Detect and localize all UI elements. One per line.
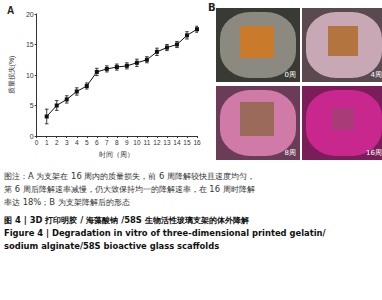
svg-text:10: 10: [26, 72, 34, 79]
html-text:16周: 16周: [366, 149, 382, 157]
svg-text:16: 16: [193, 139, 201, 146]
html-text:率达 18%；B 为支架降解后的形态: 率达 18%；B 为支架降解后的形态: [4, 197, 130, 207]
svg-text:9: 9: [125, 139, 129, 146]
svg-text:5: 5: [85, 139, 89, 146]
svg-text:15: 15: [26, 41, 34, 48]
svg-text:质量损失(%): 质量损失(%): [8, 56, 16, 95]
svg-text:2: 2: [55, 139, 59, 146]
html-text:4周: 4周: [370, 71, 382, 79]
svg-text:A: A: [7, 5, 14, 16]
html-text:sodium alginate/58S bioactive: sodium alginate/58S bioactive glass scaf…: [4, 241, 220, 251]
svg-text:20: 20: [26, 11, 34, 18]
svg-text:0: 0: [35, 139, 39, 146]
svg-text:13: 13: [163, 139, 171, 146]
svg-text:12: 12: [153, 139, 161, 146]
svg-text:15: 15: [183, 139, 191, 146]
html-text:8周: 8周: [284, 149, 296, 157]
svg-text:6: 6: [95, 139, 99, 146]
html-text:图 4 | 3D 打印明胶 / 海藻酸钠 /58S 生物活性: 图 4 | 3D 打印明胶 / 海藻酸钠 /58S 生物活性玻璃支架的体外降解: [4, 215, 249, 225]
svg-text:时间（周）: 时间（周）: [99, 151, 134, 159]
svg-text:8: 8: [115, 139, 119, 146]
html-text:图注：A 为支架在 16 周内的质量损失，前 6 周降解较快: 图注：A 为支架在 16 周内的质量损失，前 6 周降解较快且速度均匀，: [4, 171, 255, 181]
html-text:B: B: [208, 2, 216, 13]
svg-text:0: 0: [30, 133, 34, 140]
html-text:0周: 0周: [284, 71, 296, 79]
html-text:第 6 周后降解速率减慢，仍大致保持均一的降解速率，在 16: 第 6 周后降解速率减慢，仍大致保持均一的降解速率，在 16 周时降解: [4, 184, 255, 194]
html-text:Figure 4 | Degradation in vitr: Figure 4 | Degradation in vitro of three…: [4, 228, 326, 238]
svg-text:1: 1: [45, 139, 49, 146]
svg-text:7: 7: [105, 139, 109, 146]
svg-text:4: 4: [75, 139, 79, 146]
svg-text:3: 3: [65, 139, 69, 146]
svg-text:11: 11: [144, 139, 151, 146]
svg-text:14: 14: [173, 139, 181, 146]
svg-text:10: 10: [133, 139, 141, 146]
svg-text:5: 5: [30, 102, 34, 109]
